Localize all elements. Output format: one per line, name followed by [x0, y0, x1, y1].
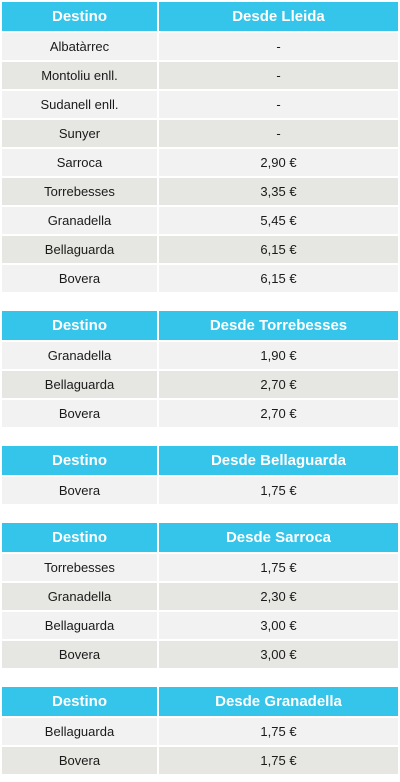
header-origin: Desde Torrebesses [159, 311, 398, 342]
header-destination: Destino [2, 446, 159, 477]
destination-cell: Bovera [2, 747, 159, 776]
table-spacer [2, 670, 398, 687]
destination-cell: Granadella [2, 342, 159, 371]
destination-cell: Bellaguarda [2, 718, 159, 747]
table-row: Bellaguarda 3,00 € [2, 612, 398, 641]
destination-cell: Sarroca [2, 149, 159, 178]
price-cell: - [159, 62, 398, 91]
destination-cell: Albatàrrec [2, 33, 159, 62]
price-cell: 1,90 € [159, 342, 398, 371]
table-row: Sudanell enll. - [2, 91, 398, 120]
table-row: Bovera 3,00 € [2, 641, 398, 670]
table-header-row: Destino Desde Torrebesses [2, 311, 398, 342]
table-header-row: Destino Desde Sarroca [2, 523, 398, 554]
fare-table: Destino Desde Bellaguarda Bovera 1,75 € [2, 446, 398, 506]
price-cell: 1,75 € [159, 554, 398, 583]
price-cell: 1,75 € [159, 477, 398, 506]
table-row: Granadella 5,45 € [2, 207, 398, 236]
table-row: Bovera 1,75 € [2, 477, 398, 506]
price-cell: 6,15 € [159, 265, 398, 294]
fare-table: Destino Desde Torrebesses Granadella 1,90 €… [2, 311, 398, 429]
table-spacer [2, 506, 398, 523]
price-cell: 3,35 € [159, 178, 398, 207]
destination-cell: Granadella [2, 583, 159, 612]
table-row: Bovera 2,70 € [2, 400, 398, 429]
table-header-row: Destino Desde Lleida [2, 2, 398, 33]
table-row: Granadella 1,90 € [2, 342, 398, 371]
table-row: Bellaguarda 2,70 € [2, 371, 398, 400]
table-row: Torrebesses 1,75 € [2, 554, 398, 583]
table-row: Granadella 2,30 € [2, 583, 398, 612]
table-row: Bovera 1,75 € [2, 747, 398, 776]
fare-table: Destino Desde Granadella Bellaguarda 1,75 €… [2, 687, 398, 776]
destination-cell: Montoliu enll. [2, 62, 159, 91]
destination-cell: Bovera [2, 265, 159, 294]
table-header-row: Destino Desde Bellaguarda [2, 446, 398, 477]
price-cell: - [159, 33, 398, 62]
table-row: Montoliu enll. - [2, 62, 398, 91]
price-cell: 2,90 € [159, 149, 398, 178]
table-spacer [2, 429, 398, 446]
header-origin: Desde Sarroca [159, 523, 398, 554]
table-row: Torrebesses 3,35 € [2, 178, 398, 207]
header-origin: Desde Granadella [159, 687, 398, 718]
destination-cell: Bovera [2, 400, 159, 429]
price-cell: 1,75 € [159, 718, 398, 747]
fare-tables: Destino Desde Lleida Albatàrrec - Montoliu e… [2, 2, 398, 776]
table-row: Bovera 6,15 € [2, 265, 398, 294]
destination-cell: Sunyer [2, 120, 159, 149]
price-cell: - [159, 120, 398, 149]
fare-table: Destino Desde Sarroca Torrebesses 1,75 € Gra… [2, 523, 398, 670]
price-cell: 2,70 € [159, 400, 398, 429]
destination-cell: Bellaguarda [2, 236, 159, 265]
header-destination: Destino [2, 311, 159, 342]
destination-cell: Bovera [2, 641, 159, 670]
price-cell: 1,75 € [159, 747, 398, 776]
table-row: Albatàrrec - [2, 33, 398, 62]
price-cell: 3,00 € [159, 641, 398, 670]
destination-cell: Bellaguarda [2, 612, 159, 641]
destination-cell: Bovera [2, 477, 159, 506]
fare-table: Destino Desde Lleida Albatàrrec - Montoliu e… [2, 2, 398, 294]
table-spacer [2, 294, 398, 311]
header-destination: Destino [2, 523, 159, 554]
table-row: Sarroca 2,90 € [2, 149, 398, 178]
table-row: Bellaguarda 1,75 € [2, 718, 398, 747]
header-origin: Desde Lleida [159, 2, 398, 33]
destination-cell: Torrebesses [2, 554, 159, 583]
price-cell: 2,30 € [159, 583, 398, 612]
price-cell: 3,00 € [159, 612, 398, 641]
destination-cell: Granadella [2, 207, 159, 236]
table-row: Sunyer - [2, 120, 398, 149]
destination-cell: Torrebesses [2, 178, 159, 207]
header-destination: Destino [2, 2, 159, 33]
table-row: Bellaguarda 6,15 € [2, 236, 398, 265]
table-header-row: Destino Desde Granadella [2, 687, 398, 718]
header-origin: Desde Bellaguarda [159, 446, 398, 477]
price-cell: 2,70 € [159, 371, 398, 400]
price-cell: 5,45 € [159, 207, 398, 236]
price-cell: 6,15 € [159, 236, 398, 265]
header-destination: Destino [2, 687, 159, 718]
destination-cell: Bellaguarda [2, 371, 159, 400]
destination-cell: Sudanell enll. [2, 91, 159, 120]
price-cell: - [159, 91, 398, 120]
